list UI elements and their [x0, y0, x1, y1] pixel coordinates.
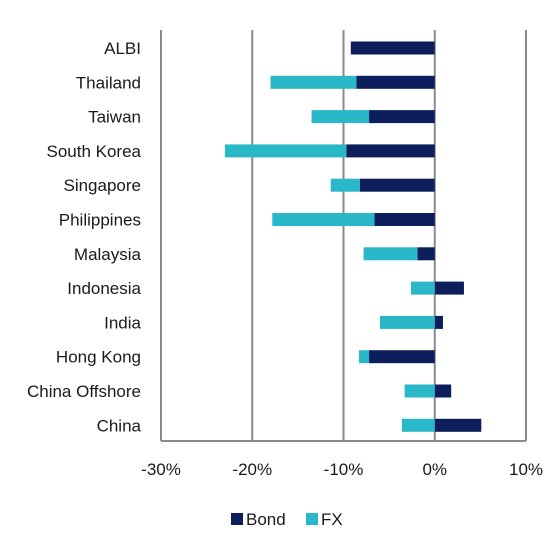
bar-fx-4 — [330, 178, 360, 192]
bar-bond-5 — [374, 213, 435, 226]
category-label-2: Taiwan — [88, 108, 141, 127]
bar-bond-4 — [359, 178, 435, 192]
tick-label-4: 10% — [509, 460, 543, 479]
bar-bond-9 — [369, 350, 435, 364]
x-tick-labels: -30% -20% -10% 0% 10% — [141, 460, 543, 479]
category-label-3: South Korea — [46, 142, 141, 161]
tick-label-1: -20% — [232, 460, 272, 479]
bar-series — [224, 41, 482, 432]
bar-fx-7 — [411, 281, 435, 295]
category-labels: ALBI Thailand Taiwan South Korea Singapore Ph… — [27, 39, 142, 435]
bar-fx-5 — [272, 213, 375, 226]
category-label-10: China Offshore — [27, 382, 141, 401]
bar-bond-2 — [369, 110, 435, 124]
category-label-0: ALBI — [104, 39, 141, 58]
category-label-9: Hong Kong — [56, 348, 141, 367]
category-label-1: Thailand — [76, 73, 141, 92]
bar-bond-3 — [346, 144, 435, 158]
bar-bond-0 — [350, 41, 435, 55]
legend-label-fx: FX — [321, 510, 343, 529]
category-label-5: Philippines — [59, 211, 141, 230]
bar-bond-1 — [356, 75, 435, 89]
category-label-7: Indonesia — [67, 279, 141, 298]
bar-fx-1 — [270, 75, 357, 89]
bar-bond-11 — [434, 418, 482, 432]
category-label-6: Malaysia — [74, 245, 142, 264]
bar-bond-7 — [434, 281, 464, 295]
bar-fx-9 — [359, 350, 370, 364]
tick-label-2: -10% — [324, 460, 364, 479]
legend-label-bond: Bond — [246, 510, 286, 529]
tick-label-3: 0% — [422, 460, 447, 479]
legend-swatch-fx — [306, 513, 318, 525]
bar-fx-8 — [380, 315, 435, 329]
legend-swatch-bond — [231, 513, 243, 525]
category-label-8: India — [104, 313, 141, 332]
category-label-4: Singapore — [63, 176, 141, 195]
bar-fx-6 — [363, 247, 418, 261]
tick-label-0: -30% — [141, 460, 181, 479]
gridlines — [160, 30, 527, 442]
bar-fx-11 — [401, 418, 435, 432]
bar-bond-10 — [434, 384, 452, 398]
bar-bond-8 — [434, 315, 443, 329]
bar-fx-10 — [404, 384, 435, 398]
bar-fx-3 — [224, 144, 347, 158]
bar-bond-6 — [417, 247, 435, 261]
legend: Bond FX — [231, 510, 343, 529]
category-label-11: China — [97, 416, 142, 435]
bar-fx-2 — [311, 110, 370, 124]
